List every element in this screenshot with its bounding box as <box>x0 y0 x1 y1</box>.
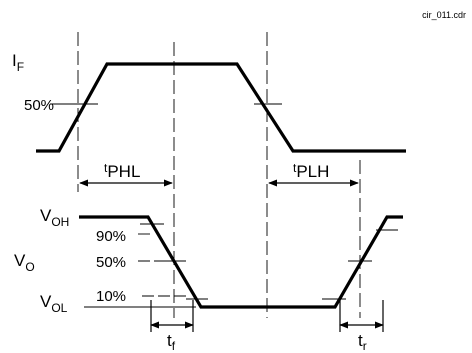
input-current-waveform <box>36 62 406 153</box>
output-voltage-waveform <box>79 215 403 309</box>
input-threshold-label: 50% <box>24 97 54 114</box>
vol-label: VOL <box>40 292 68 315</box>
tf-label: tf <box>167 331 176 353</box>
tphl-label: tPHL <box>104 161 140 181</box>
level-label-90: 90% <box>96 228 126 245</box>
voh-label: VOH <box>40 206 69 229</box>
file-label: cir_011.cdr <box>422 10 466 20</box>
level-label-10: 10% <box>96 288 126 305</box>
output-voltage-label: VO <box>14 251 35 274</box>
tr-label: tr <box>358 331 367 353</box>
tplh-label: tPLH <box>293 161 329 181</box>
level-label-50: 50% <box>96 254 126 271</box>
input-current-label: IF <box>12 51 24 74</box>
